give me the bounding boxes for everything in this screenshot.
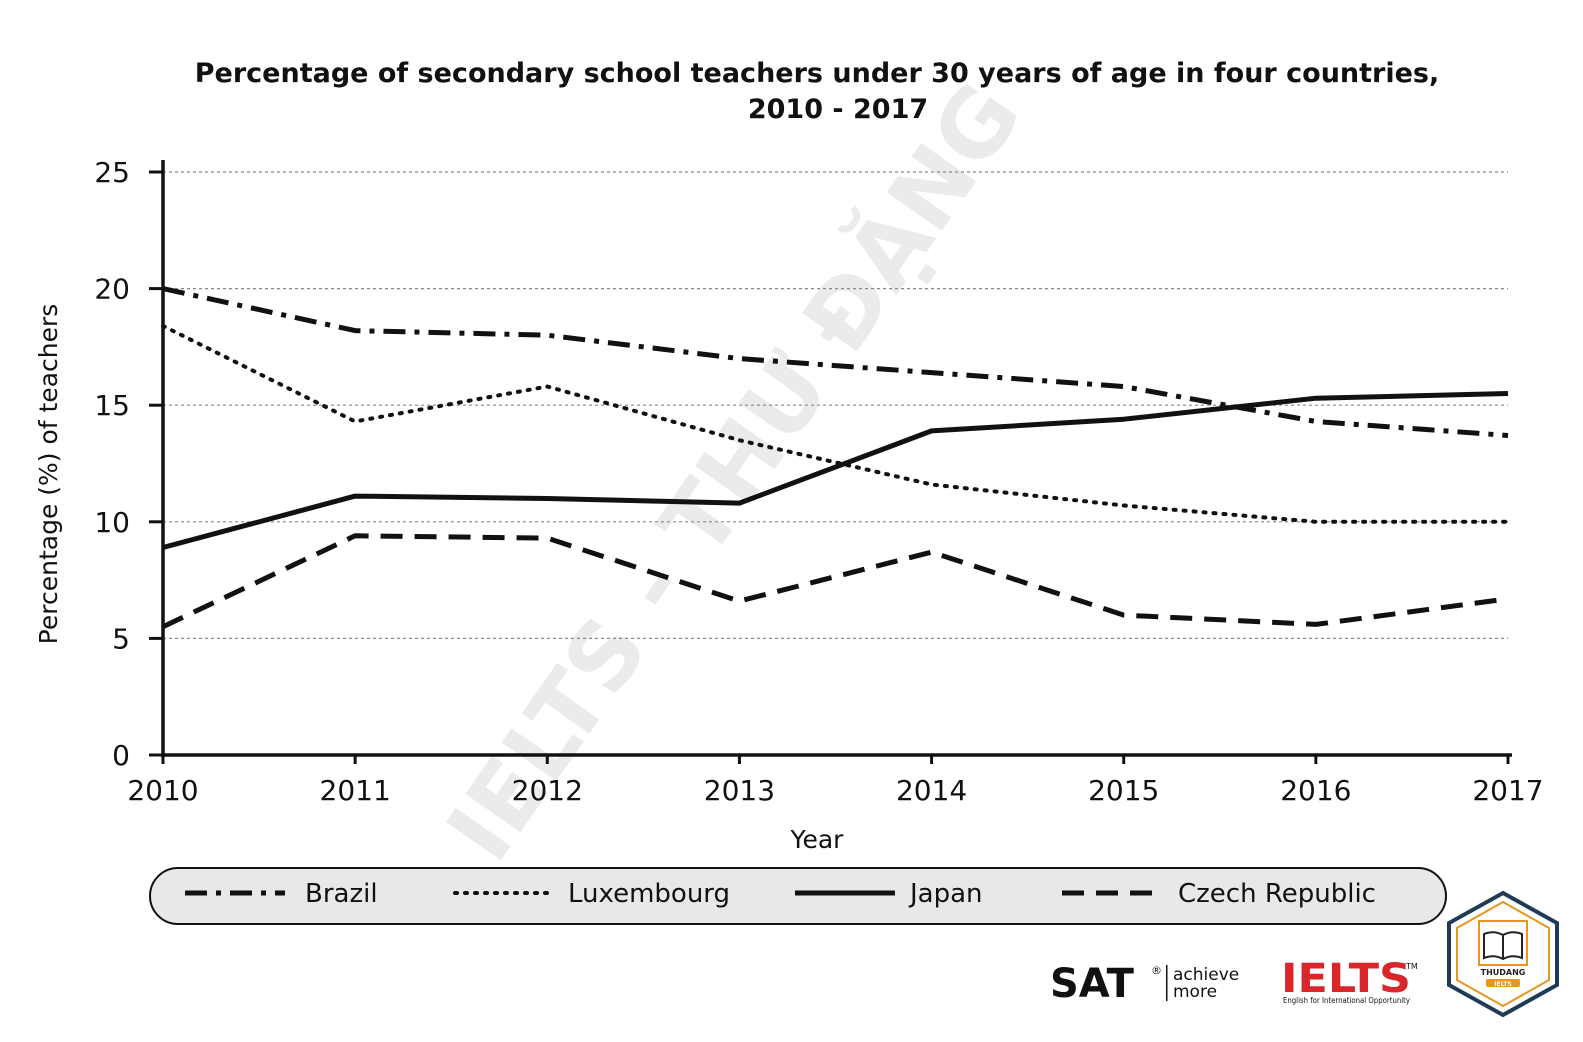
series-lines bbox=[161, 286, 1510, 629]
badge-ribbon bbox=[1486, 979, 1520, 987]
series-line-czech-republic bbox=[161, 533, 1509, 629]
x-tick-label: 2011 bbox=[320, 774, 391, 807]
sat-tagline-2: more bbox=[1173, 982, 1217, 1002]
series-line-luxembourg bbox=[161, 323, 1510, 524]
thudang-badge: THUDANG IELTS bbox=[1447, 890, 1559, 1018]
legend-box bbox=[149, 867, 1447, 925]
watermark: IELTS - THƯ ĐẶNG bbox=[424, 62, 1042, 880]
y-tick-label: 25 bbox=[94, 156, 130, 189]
y-axis-label: Percentage (%) of teachers bbox=[34, 304, 63, 645]
gridlines bbox=[149, 170, 1508, 757]
x-tick-label: 2015 bbox=[1088, 774, 1159, 807]
x-tick-label: 2013 bbox=[704, 774, 775, 807]
legend: Brazil Luxembourg Japan Czech Republic bbox=[149, 867, 1447, 925]
ielts-tagline: English for International Opportunity bbox=[1283, 996, 1411, 1005]
sat-divider bbox=[1166, 965, 1168, 1001]
series-line-brazil bbox=[162, 286, 1509, 438]
y-tick-label: 20 bbox=[94, 273, 130, 306]
y-tick-label: 10 bbox=[94, 506, 130, 539]
ielts-logo: IELTS TM English for International Oppor… bbox=[1281, 956, 1418, 1005]
axes bbox=[161, 160, 1512, 764]
x-tick-label: 2014 bbox=[896, 774, 967, 807]
x-tick-label: 2012 bbox=[512, 774, 583, 807]
y-tick-label: 5 bbox=[112, 622, 130, 655]
x-tick-label: 2010 bbox=[127, 774, 198, 807]
sat-tagline-1: achieve bbox=[1173, 965, 1239, 985]
legend-label-luxembourg: Luxembourg bbox=[568, 879, 730, 909]
y-tick-labels: 0 5 10 15 20 25 bbox=[94, 156, 130, 772]
series-line-japan bbox=[162, 391, 1509, 550]
x-axis-label: Year bbox=[790, 825, 845, 854]
badge-hexagon-inner bbox=[1456, 900, 1550, 1008]
sat-logo-text: SAT bbox=[1050, 961, 1135, 1007]
legend-label-brazil: Brazil bbox=[305, 879, 378, 909]
x-tick-label: 2017 bbox=[1472, 774, 1543, 807]
chart-title-line1: Percentage of secondary school teachers … bbox=[195, 58, 1440, 89]
chart-title-line2: 2010 - 2017 bbox=[748, 94, 928, 125]
sat-logo: SAT ® achieve more bbox=[1050, 961, 1239, 1007]
ielts-logo-text: IELTS bbox=[1281, 956, 1411, 1002]
y-tick-label: 15 bbox=[94, 389, 130, 422]
x-tick-label: 2016 bbox=[1280, 774, 1351, 807]
book-icon bbox=[1483, 931, 1523, 961]
legend-label-czech-republic: Czech Republic bbox=[1178, 879, 1376, 909]
legend-label-japan: Japan bbox=[908, 879, 983, 909]
y-tick-label: 0 bbox=[112, 739, 130, 772]
badge-text-bottom: IELTS bbox=[1494, 981, 1512, 988]
legend-entries: Brazil Luxembourg Japan Czech Republic bbox=[185, 879, 1376, 909]
badge-text-top: THUDANG bbox=[1481, 968, 1526, 977]
ielts-trademark: TM bbox=[1405, 962, 1418, 971]
x-tick-labels: 2010 2011 2012 2013 2014 2015 2016 2017 bbox=[127, 774, 1543, 807]
sat-registered-mark: ® bbox=[1151, 964, 1162, 977]
